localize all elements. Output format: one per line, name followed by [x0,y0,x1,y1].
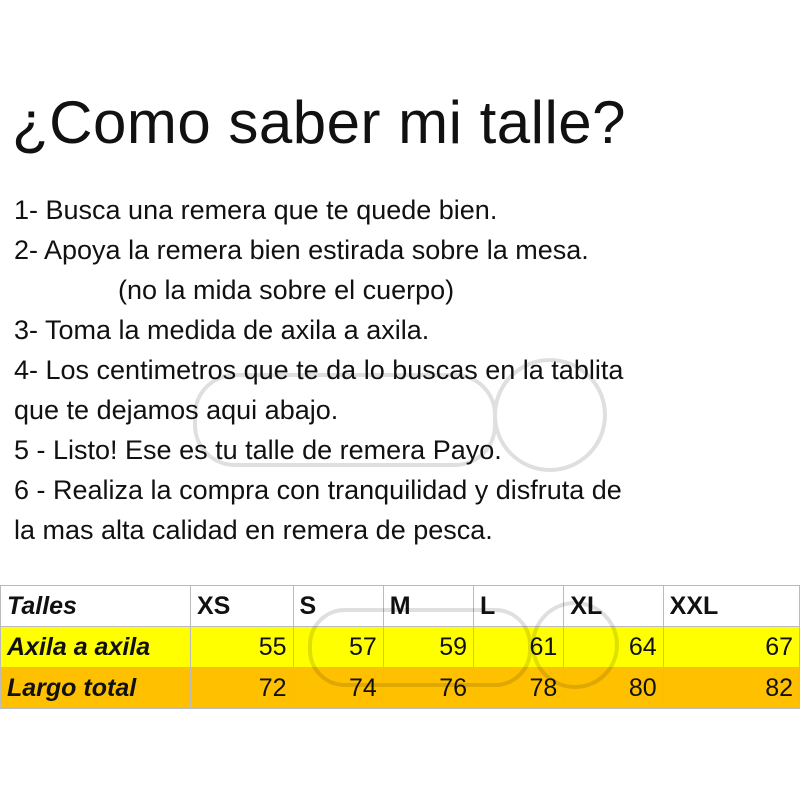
page-title: ¿Como saber mi talle? [12,89,627,156]
table-cell: 64 [563,626,664,668]
row-label: Largo total [0,667,191,709]
instructions: 1- Busca una remera que te quede bien. 2… [14,190,623,550]
step-6: 6 - Realiza la compra con tranquilidad y… [14,475,622,505]
size-l: L [473,585,565,627]
step-4: 4- Los centimetros que te da lo buscas e… [14,355,624,385]
row-label: Axila a axila [0,626,191,668]
table-cell: 82 [662,667,800,709]
step-4-cont: que te dejamos aqui abajo. [14,395,339,425]
size-m: M [382,585,475,627]
table-cell: 55 [190,626,294,668]
table-cell: 74 [292,667,384,709]
table-header-row: Talles XS S M L XL XXL [0,585,800,627]
table-cell: 61 [473,626,565,668]
step-1: 1- Busca una remera que te quede bien. [14,195,498,225]
size-xl: XL [563,585,664,627]
table-cell: 59 [382,626,475,668]
size-xs: XS [190,585,294,627]
table-row-axila: Axila a axila 55 57 59 61 64 67 [0,626,800,668]
table-cell: 67 [662,626,800,668]
table-cell: 76 [382,667,475,709]
table-cell: 57 [292,626,384,668]
size-table: Talles XS S M L XL XXL Axila a axila 55 … [0,585,800,709]
table-cell: 78 [473,667,565,709]
table-cell: 72 [190,667,294,709]
header-label: Talles [0,585,191,627]
step-5: 5 - Listo! Ese es tu talle de remera Pay… [14,435,502,465]
table-cell: 80 [563,667,664,709]
step-3: 3- Toma la medida de axila a axila. [14,315,430,345]
step-2-note: (no la mida sobre el cuerpo) [118,275,455,305]
table-row-largo: Largo total 72 74 76 78 80 82 [0,667,800,709]
step-2: 2- Apoya la remera bien estirada sobre l… [14,235,589,265]
size-xxl: XXL [662,585,800,627]
step-6-cont: la mas alta calidad en remera de pesca. [14,515,493,545]
size-s: S [292,585,384,627]
